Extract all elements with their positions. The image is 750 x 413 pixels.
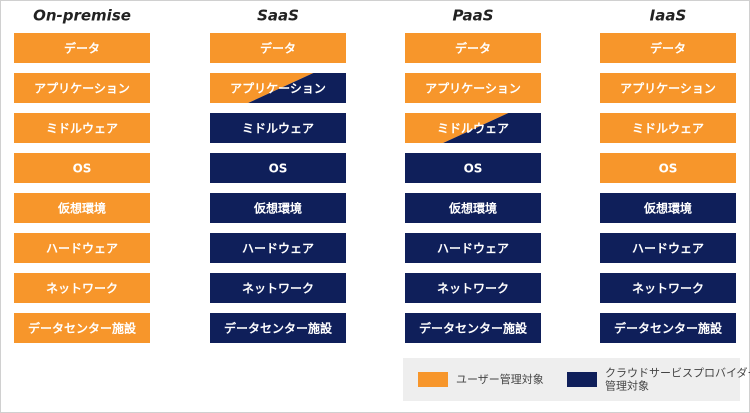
layer-label: ミドルウェア — [242, 122, 314, 136]
layer-box — [600, 193, 736, 223]
layer-box — [14, 113, 150, 143]
layer-label: ミドルウェア — [632, 122, 704, 136]
layer-box — [405, 273, 541, 303]
column-title: On-premise — [33, 7, 131, 25]
layer-box — [14, 193, 150, 223]
layer-label: OS — [269, 162, 288, 176]
layer-box — [210, 313, 346, 343]
layer-box — [405, 33, 541, 63]
layer-box — [210, 113, 346, 143]
layer-label: OS — [464, 162, 483, 176]
layer-box — [210, 273, 346, 303]
layer-label: データセンター施設 — [614, 321, 723, 336]
layer-box-user-part — [405, 113, 509, 143]
layer-box — [14, 233, 150, 263]
legend-swatch — [418, 372, 448, 387]
layer-label: アプリケーション — [230, 81, 326, 96]
layer-box — [210, 33, 346, 63]
layer-box — [14, 33, 150, 63]
column-title: PaaS — [452, 7, 493, 25]
layer-label: 仮想環境 — [643, 201, 692, 216]
layer-box — [405, 233, 541, 263]
layer-box — [405, 313, 541, 343]
layer-box-provider-part — [248, 73, 346, 103]
layer-box — [14, 313, 150, 343]
layer-label: OS — [659, 162, 678, 176]
legend-label: 管理対象 — [605, 379, 649, 393]
legend-swatch — [567, 372, 597, 387]
layer-label: データセンター施設 — [224, 321, 333, 336]
layer-label: 仮想環境 — [448, 201, 497, 216]
layer-label: データセンター施設 — [419, 321, 528, 336]
layer-label: ミドルウェア — [437, 122, 509, 136]
layer-label: OS — [73, 162, 92, 176]
column-title: IaaS — [650, 7, 687, 25]
layer-label: 仮想環境 — [253, 201, 302, 216]
legend-label: クラウドサービスプロバイダー — [605, 366, 750, 380]
legend-label: ユーザー管理対象 — [456, 372, 544, 386]
layer-label: ネットワーク — [242, 282, 314, 296]
layer-label: データ — [260, 41, 296, 56]
layer-box — [14, 153, 150, 183]
layer-box — [600, 113, 736, 143]
layer-box-user-part — [210, 73, 314, 103]
layer-label: ハードウェア — [437, 242, 509, 256]
layer-label: ネットワーク — [46, 282, 118, 296]
layer-box — [600, 273, 736, 303]
layer-label: ミドルウェア — [46, 122, 118, 136]
layer-label: データ — [64, 41, 100, 56]
layer-label: 仮想環境 — [57, 201, 106, 216]
layer-label: データ — [650, 41, 686, 56]
layer-box — [210, 153, 346, 183]
layer-box — [14, 73, 150, 103]
layer-box — [600, 73, 736, 103]
layer-label: データ — [455, 41, 491, 56]
layer-box — [210, 233, 346, 263]
layer-box — [405, 73, 541, 103]
layer-box — [600, 313, 736, 343]
layer-label: アプリケーション — [34, 81, 130, 96]
layer-label: データセンター施設 — [28, 321, 137, 336]
column-title: SaaS — [257, 7, 299, 25]
layer-box — [600, 33, 736, 63]
layer-label: ハードウェア — [242, 242, 314, 256]
layer-box — [14, 273, 150, 303]
layer-label: ネットワーク — [632, 282, 704, 296]
layer-box — [600, 153, 736, 183]
layer-box — [600, 233, 736, 263]
layer-box — [210, 193, 346, 223]
layer-label: ネットワーク — [437, 282, 509, 296]
layer-label: ハードウェア — [632, 242, 704, 256]
layer-box — [405, 153, 541, 183]
layer-box-provider-part — [443, 113, 541, 143]
layer-label: アプリケーション — [425, 81, 521, 96]
layer-label: アプリケーション — [620, 81, 716, 96]
layer-label: ハードウェア — [46, 242, 118, 256]
layer-box — [405, 193, 541, 223]
